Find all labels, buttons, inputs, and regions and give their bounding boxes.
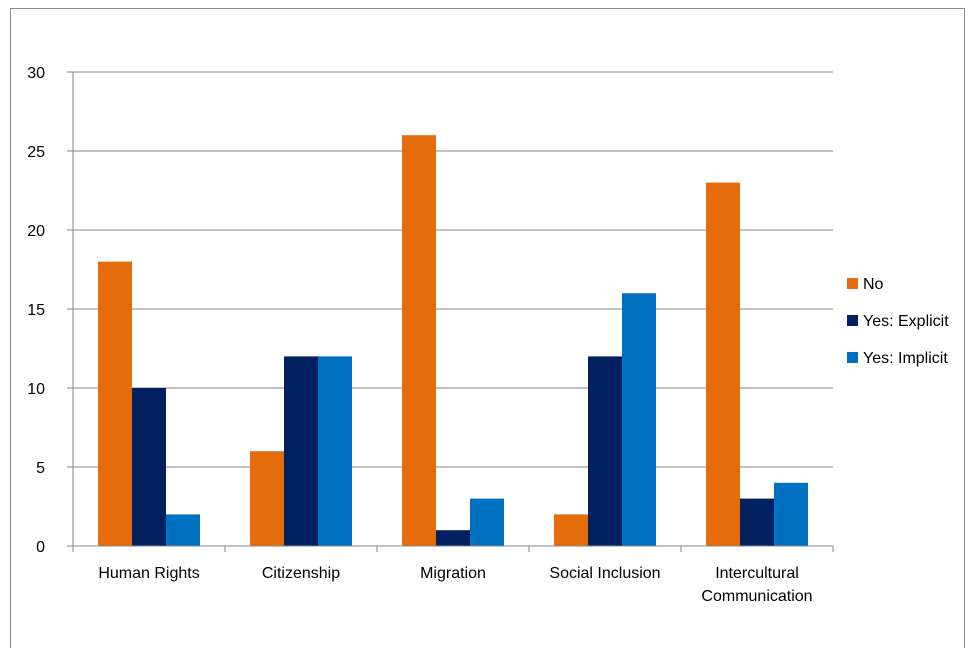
bar-yes-implicit [774,482,808,546]
bar-yes-implicit [470,498,504,546]
bar-no [554,514,588,546]
x-tick-label: Migration [420,565,486,582]
bar-no [98,261,132,546]
bar-yes-explicit [740,498,774,546]
y-tick-label: 25 [27,144,45,161]
x-tick-label: Human Rights [98,565,199,582]
y-tick-label: 0 [36,539,45,556]
axes: 0 5 10 15 20 25 30 Human Rights Citizenship Migra… [27,65,834,605]
legend-swatch [847,278,858,289]
bar-yes-explicit [284,356,318,546]
gridlines [73,71,833,468]
y-tick-label: 30 [27,65,45,82]
legend: No Yes: Explicit Yes: Implicit [847,276,949,367]
y-tick-label: 10 [27,381,45,398]
bar-yes-explicit [132,388,166,546]
bar-yes-implicit [318,356,352,546]
legend-label: No [863,276,884,293]
x-tick-label: Social Inclusion [549,565,660,582]
y-tick-label: 5 [36,460,45,477]
bar-no [706,182,740,546]
bar-no [250,451,284,546]
y-tick-label: 20 [27,223,45,240]
bar-yes-explicit [436,530,470,546]
legend-swatch [847,315,858,326]
legend-swatch [847,352,858,363]
y-tick-label: 15 [27,302,45,319]
x-tick-label: Citizenship [262,565,340,582]
bar-yes-implicit [166,514,200,546]
chart-frame [10,8,965,648]
bar-yes-implicit [622,293,656,546]
legend-label: Yes: Explicit [863,313,949,330]
x-tick-label: Intercultural Communication [701,565,812,605]
bar-no [402,135,436,546]
bar-yes-explicit [588,356,622,546]
legend-label: Yes: Implicit [863,350,948,367]
bars [98,135,808,546]
